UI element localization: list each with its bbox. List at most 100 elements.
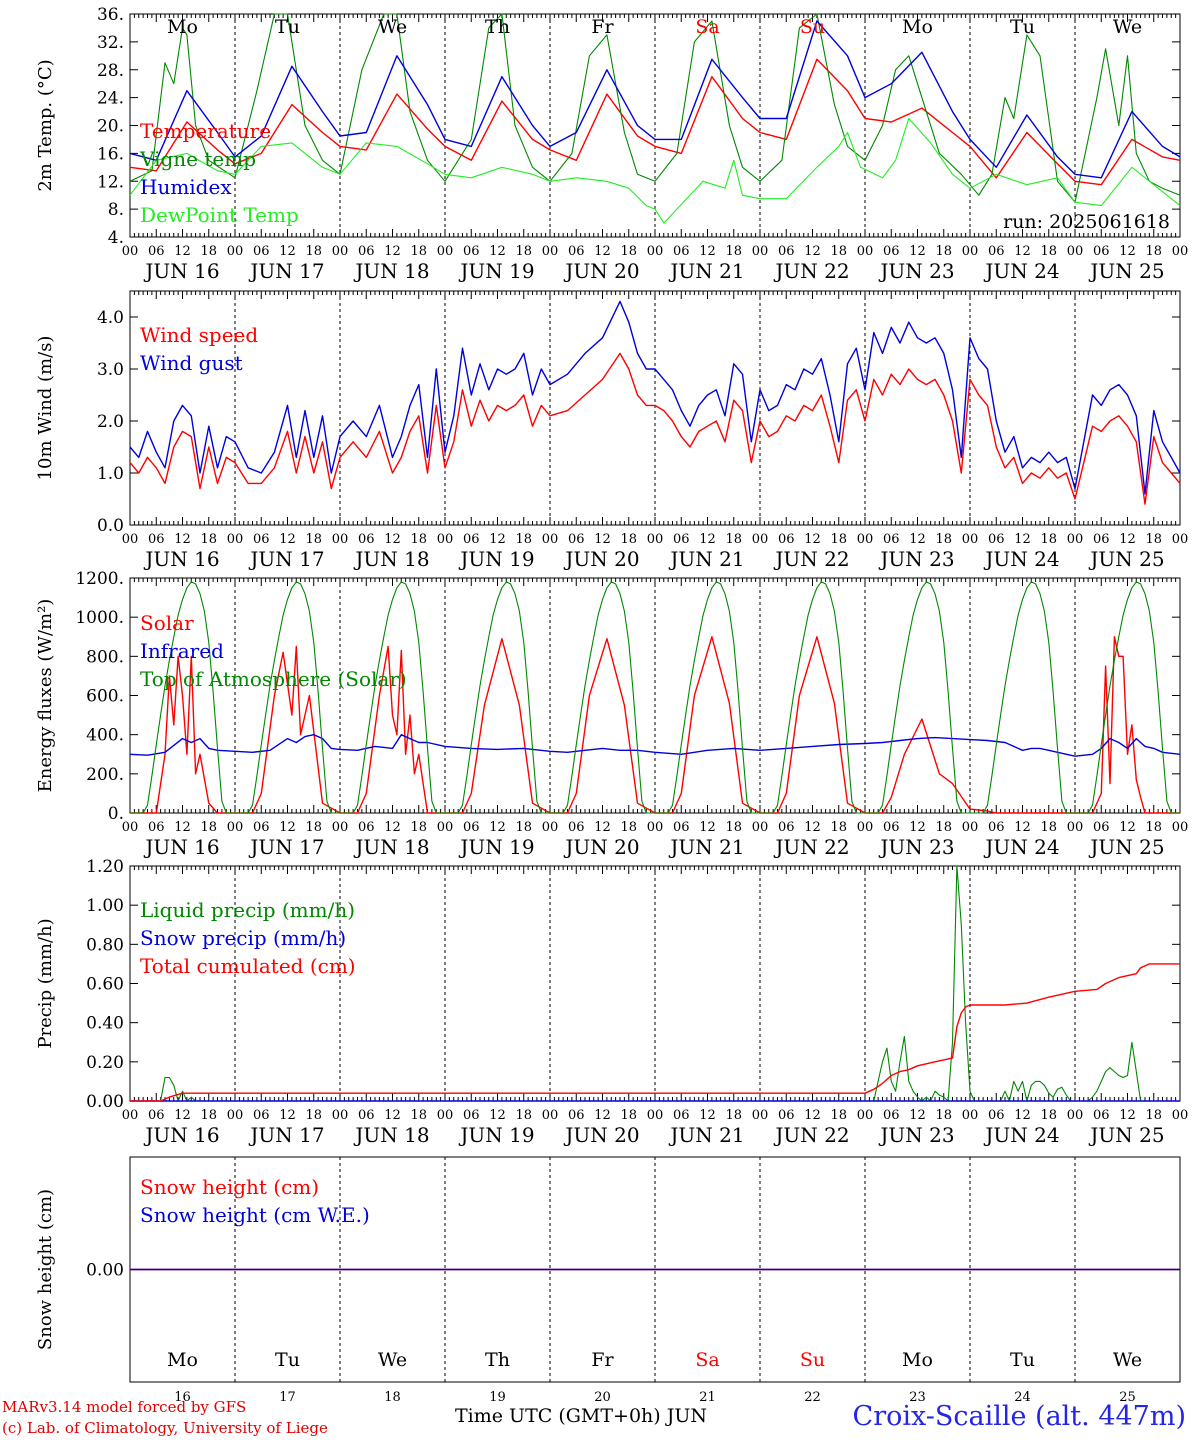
- hour-tick-label: 12: [909, 532, 926, 547]
- hour-tick-label: 06: [463, 1108, 480, 1123]
- hour-tick-label: 06: [988, 1108, 1005, 1123]
- y-tick-label: 0.00: [86, 1261, 124, 1281]
- hour-tick-label: 00: [962, 1108, 979, 1123]
- hour-tick-label: 12: [174, 244, 191, 259]
- weekday-label: Tu: [275, 1349, 300, 1371]
- hour-tick-label: 18: [515, 820, 532, 835]
- hour-tick-label: 12: [1014, 532, 1031, 547]
- hour-tick-label: 00: [437, 820, 454, 835]
- hour-tick-label: 18: [305, 532, 322, 547]
- date-label: JUN 21: [668, 547, 744, 571]
- y-tick-label: 200.: [86, 765, 124, 785]
- hour-tick-label: 00: [752, 820, 769, 835]
- hour-tick-label: 12: [804, 820, 821, 835]
- legend-entry: Wind gust: [140, 351, 243, 375]
- date-label: JUN 18: [353, 835, 429, 859]
- date-label: JUN 20: [563, 1123, 639, 1147]
- hour-tick-label: 00: [122, 532, 139, 547]
- hour-tick-label: 00: [227, 1108, 244, 1123]
- hour-tick-label: 12: [909, 1108, 926, 1123]
- y-tick-label: 32.: [97, 33, 124, 53]
- hour-tick-label: 00: [332, 1108, 349, 1123]
- hour-tick-label: 18: [410, 1108, 427, 1123]
- hour-tick-label: 18: [1145, 244, 1162, 259]
- hour-tick-label: 12: [804, 532, 821, 547]
- date-label: JUN 23: [878, 835, 954, 859]
- credit-line-1: MARv3.14 model forced by GFS: [2, 1398, 247, 1416]
- hour-tick-label: 06: [148, 532, 165, 547]
- day-number: 17: [279, 1390, 296, 1405]
- hour-tick-label: 06: [778, 820, 795, 835]
- hour-tick-label: 12: [804, 1108, 821, 1123]
- hour-tick-label: 12: [279, 244, 296, 259]
- y-tick-label: 800.: [86, 647, 124, 667]
- hour-tick-label: 06: [778, 1108, 795, 1123]
- legend-entry: Liquid precip (mm/h): [140, 898, 355, 922]
- hour-tick-label: 12: [174, 532, 191, 547]
- hour-tick-label: 12: [699, 820, 716, 835]
- hour-tick-label: 12: [1119, 532, 1136, 547]
- hour-tick-label: 06: [1093, 820, 1110, 835]
- hour-tick-label: 06: [673, 532, 690, 547]
- hour-tick-label: 18: [935, 244, 952, 259]
- hour-tick-label: 18: [1040, 532, 1057, 547]
- hour-tick-label: 00: [1067, 1108, 1084, 1123]
- hour-tick-label: 06: [988, 532, 1005, 547]
- legend-entry: Snow height (cm W.E.): [140, 1203, 370, 1227]
- hour-tick-label: 00: [857, 244, 874, 259]
- hour-tick-label: 00: [542, 244, 559, 259]
- hour-tick-label: 18: [305, 820, 322, 835]
- date-label: JUN 22: [773, 835, 849, 859]
- weekday-label: We: [1113, 16, 1142, 38]
- hour-tick-label: 06: [358, 532, 375, 547]
- date-label: JUN 18: [353, 259, 429, 283]
- hour-tick-label: 18: [410, 532, 427, 547]
- date-label: JUN 21: [668, 835, 744, 859]
- y-tick-label: 0.: [108, 804, 124, 824]
- hour-tick-label: 18: [1145, 532, 1162, 547]
- hour-tick-label: 06: [148, 244, 165, 259]
- date-label: JUN 25: [1088, 547, 1164, 571]
- hour-tick-label: 12: [174, 820, 191, 835]
- day-number: 19: [489, 1390, 506, 1405]
- date-label: JUN 24: [983, 835, 1059, 859]
- hour-tick-label: 06: [883, 820, 900, 835]
- hour-tick-label: 06: [883, 532, 900, 547]
- hour-tick-label: 00: [1067, 532, 1084, 547]
- date-label: JUN 20: [563, 835, 639, 859]
- legend-entry: Wind speed: [140, 323, 258, 347]
- hour-tick-label: 06: [253, 1108, 270, 1123]
- hour-tick-label: 00: [647, 244, 664, 259]
- hour-tick-label: 12: [384, 1108, 401, 1123]
- hour-tick-label: 00: [647, 1108, 664, 1123]
- hour-tick-label: 12: [699, 532, 716, 547]
- hour-tick-label: 06: [148, 1108, 165, 1123]
- y-axis-label: Snow height (cm): [35, 1189, 56, 1350]
- series-top-of-atmosphere-solar-: [130, 581, 1180, 814]
- date-label: JUN 17: [248, 835, 324, 859]
- hour-tick-label: 18: [935, 820, 952, 835]
- y-tick-label: 3.0: [97, 360, 124, 380]
- weekday-label: Tu: [1010, 16, 1035, 38]
- y-tick-label: 28.: [97, 61, 124, 81]
- hour-tick-label: 12: [594, 532, 611, 547]
- date-label: JUN 23: [878, 259, 954, 283]
- y-tick-label: 600.: [86, 687, 124, 707]
- day-number: 21: [699, 1390, 716, 1405]
- series-solar: [130, 636, 1180, 814]
- hour-tick-label: 00: [542, 532, 559, 547]
- hour-tick-label: 00: [227, 820, 244, 835]
- hour-tick-label: 12: [1119, 820, 1136, 835]
- hour-tick-label: 12: [1119, 1108, 1136, 1123]
- date-label: JUN 22: [773, 1123, 849, 1147]
- time-axis-title: Time UTC (GMT+0h) JUN: [455, 1405, 707, 1427]
- hour-tick-label: 18: [830, 1108, 847, 1123]
- weekday-label: Fr: [591, 1349, 614, 1371]
- hour-tick-label: 12: [489, 532, 506, 547]
- hour-tick-label: 00: [542, 820, 559, 835]
- date-label: JUN 17: [248, 1123, 324, 1147]
- hour-tick-label: 18: [830, 820, 847, 835]
- legend-entry: Snow height (cm): [140, 1175, 319, 1199]
- y-tick-label: 0.20: [86, 1053, 124, 1073]
- hour-tick-label: 18: [620, 244, 637, 259]
